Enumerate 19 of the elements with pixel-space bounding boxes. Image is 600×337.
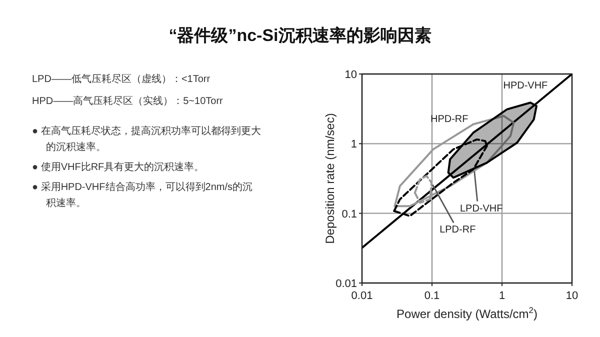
y-tick-label: 10 (344, 69, 357, 81)
text: LPD-RF (440, 224, 476, 236)
text: LPD——低气压耗尽区（虚线）：<1Torr (32, 72, 212, 87)
x-tick-label: 0.1 (424, 290, 440, 302)
y-tick-label: 0.01 (336, 278, 357, 290)
y-axis-title: Deposition rate (nm/sec) (323, 113, 337, 244)
y-tick-label: 0.1 (342, 208, 357, 220)
x-axis-title: Power density (Watts/cm$^{2}$) (396, 305, 538, 321)
text: ● 采用HPD-VHF结合高功率，可以得到2nm/s的沉积速率。 (32, 180, 254, 211)
text: LPD-VHF (460, 203, 503, 214)
text: HPD——高气压耗尽区（实线）：5~10Torr (32, 94, 224, 109)
chart-title: “器件级”nc-Si沉积速率的影响因素 (168, 25, 432, 47)
series-label: HPD-VHF (503, 80, 548, 92)
series-label: HPD-RF (430, 114, 468, 126)
text: ● 在高气压耗尽状态，提高沉积功率可以都得到更大的沉积速率。 (32, 124, 262, 155)
y-tick-label: 1 (350, 138, 357, 151)
x-tick-label: 1 (498, 290, 506, 302)
x-tick-label: 10 (566, 290, 578, 302)
text: ● 使用VHF比RF具有更大的沉积速率。 (32, 160, 206, 175)
